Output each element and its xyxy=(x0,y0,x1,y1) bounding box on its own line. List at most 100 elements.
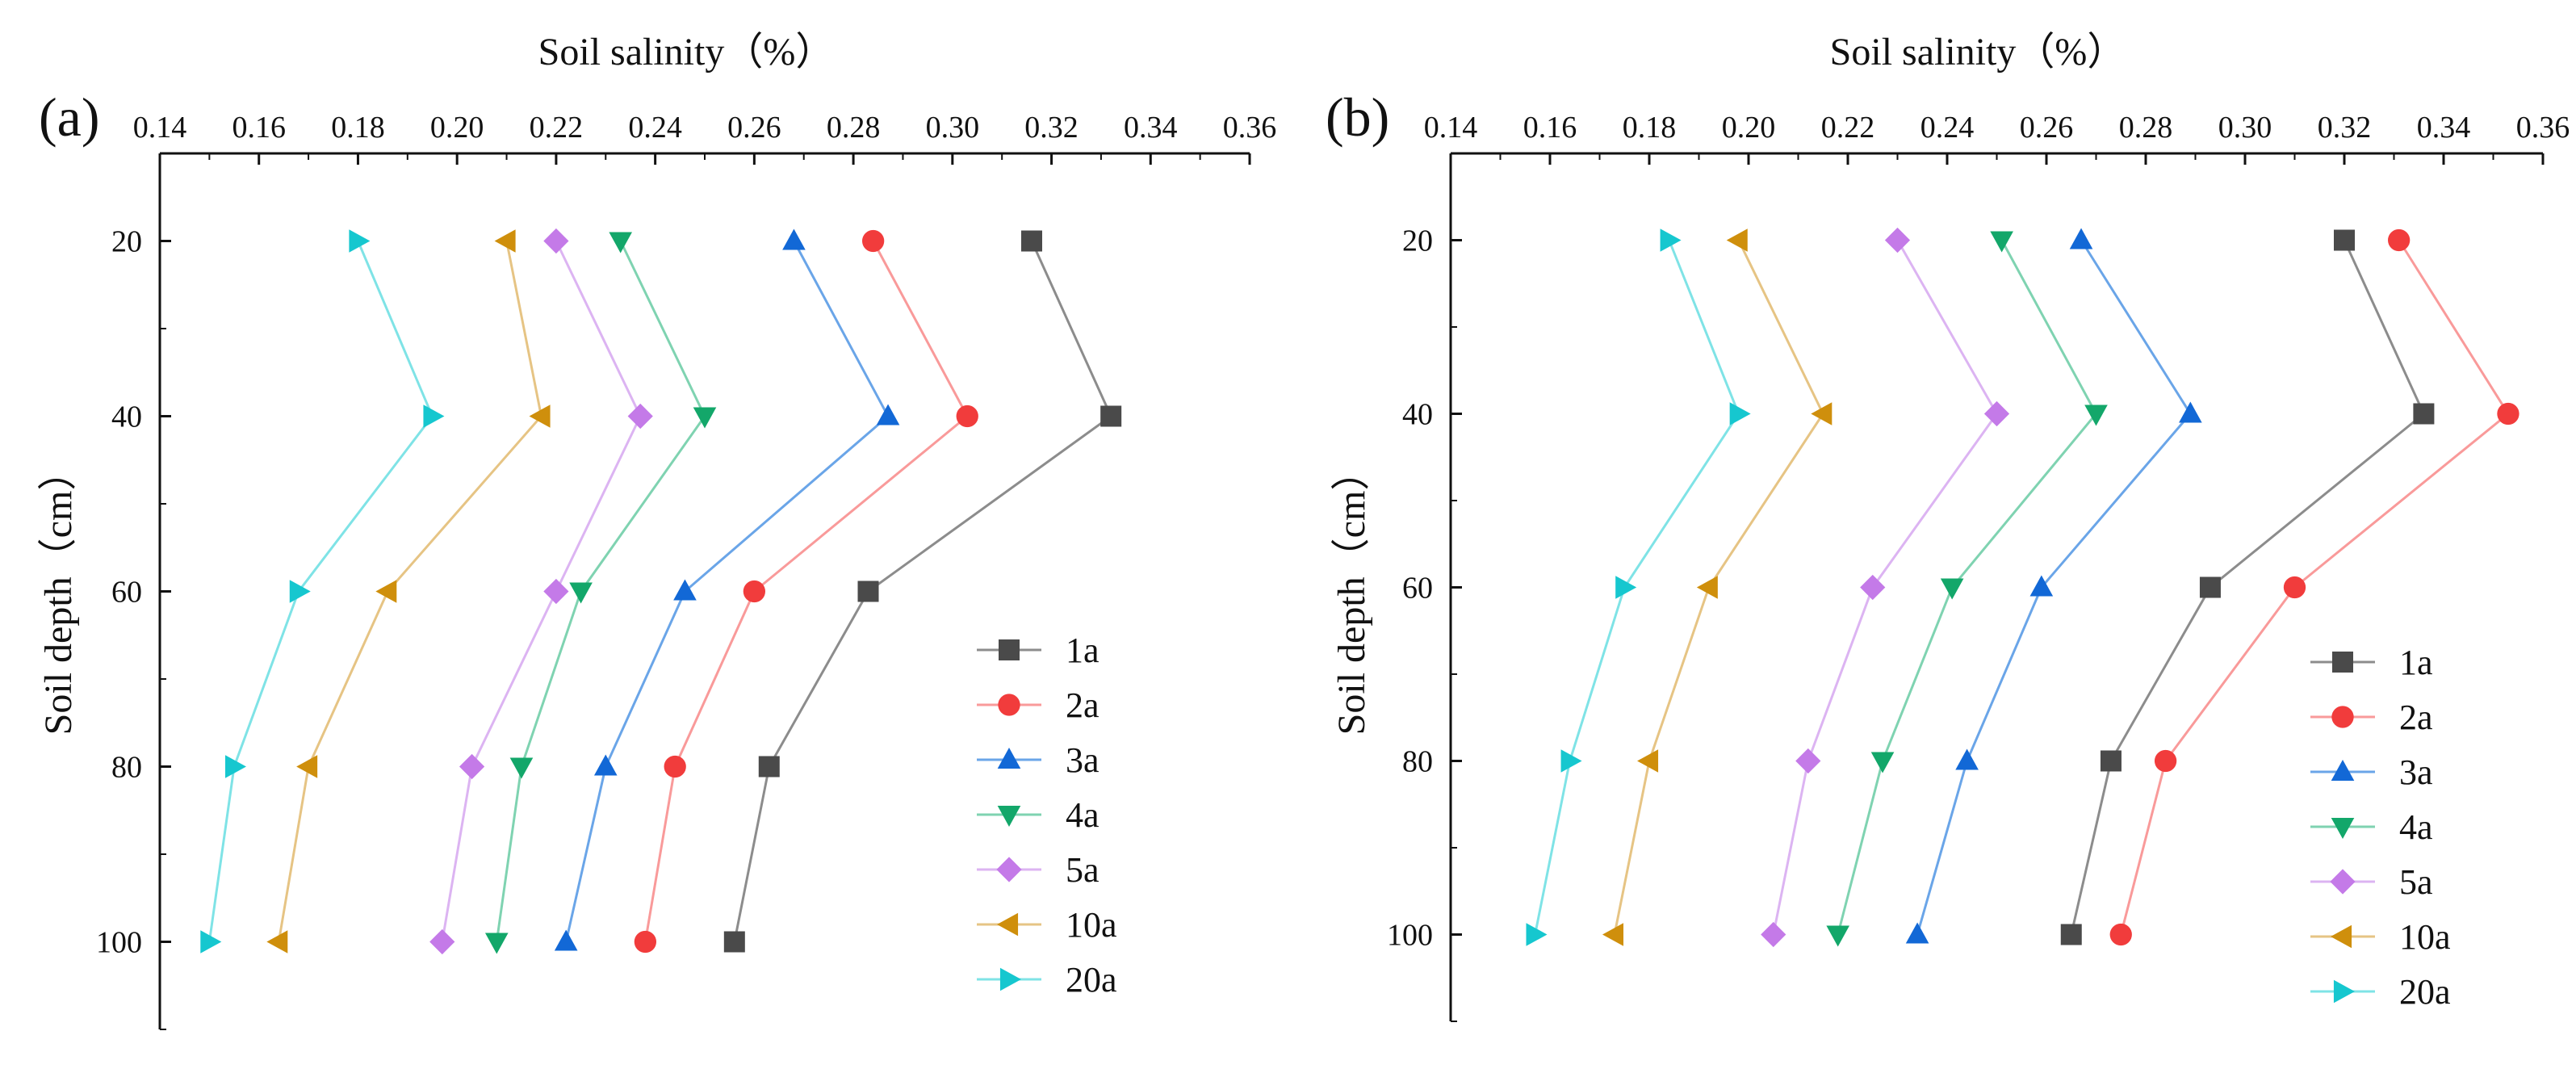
series-line-20a xyxy=(207,240,434,942)
y-tick-label: 100 xyxy=(1387,919,1433,953)
data-point-2a xyxy=(956,404,978,428)
data-point-2a xyxy=(2497,402,2519,425)
panel-label: (b) xyxy=(1326,86,1389,148)
data-point-5a xyxy=(543,228,569,254)
legend-marker-1a xyxy=(999,639,1020,660)
x-tick-label: 0.30 xyxy=(2218,111,2272,145)
series-lines xyxy=(1534,239,2510,935)
legend-label: 20a xyxy=(2399,972,2451,1012)
data-point-4a xyxy=(609,232,632,254)
data-point-4a xyxy=(509,757,534,779)
data-point-10a xyxy=(1602,923,1623,946)
data-point-3a xyxy=(876,404,900,425)
x-tick-label: 0.18 xyxy=(331,111,385,145)
data-point-5a xyxy=(1983,400,2010,427)
data-point-4a xyxy=(2084,404,2108,426)
data-point-3a xyxy=(1955,748,1979,770)
x-tick-label: 0.24 xyxy=(1920,111,1975,145)
series-line-5a xyxy=(441,240,642,942)
series-line-2a xyxy=(2119,239,2510,935)
data-point-1a xyxy=(2199,576,2221,598)
data-points xyxy=(200,228,1122,955)
panel-label: (a) xyxy=(39,86,99,148)
data-point-3a xyxy=(782,228,806,250)
y-tick-label: 60 xyxy=(111,576,142,610)
data-point-2a xyxy=(2109,923,2132,946)
y-tick-label: 40 xyxy=(1402,398,1433,432)
legend-label: 10a xyxy=(2399,917,2451,957)
data-point-4a xyxy=(693,407,717,429)
y-axis-title: Soil depth（cm） xyxy=(37,452,80,736)
data-point-1a xyxy=(1100,405,1122,427)
x-tick-label: 0.28 xyxy=(827,111,881,145)
x-tick-label: 0.14 xyxy=(133,111,187,145)
data-point-20a xyxy=(349,229,371,253)
x-tick-label: 0.20 xyxy=(430,111,484,145)
y-tick-label: 20 xyxy=(1402,224,1433,258)
data-point-3a xyxy=(2069,228,2093,249)
series-line-10a xyxy=(1613,239,1824,935)
x-tick-label: 0.18 xyxy=(1623,111,1677,145)
legend-label: 5a xyxy=(2399,862,2433,902)
legend-label: 20a xyxy=(1066,960,1117,1000)
y-tick-label: 60 xyxy=(1402,572,1433,606)
x-tick-label: 0.26 xyxy=(727,111,781,145)
y-axis-title: Soil depth（cm） xyxy=(1330,452,1373,736)
data-point-3a xyxy=(2179,401,2202,423)
data-point-4a xyxy=(1870,752,1895,773)
legend-marker-10a xyxy=(2331,924,2352,949)
y-tick-label: 80 xyxy=(1402,745,1433,779)
data-point-1a xyxy=(723,931,745,953)
data-point-2a xyxy=(2283,576,2306,599)
legend-label: 2a xyxy=(1066,685,1100,725)
x-tick-label: 0.36 xyxy=(1223,111,1277,145)
axes: 0.14 0.16 0.18 0.20 0.22 0.24 0.26 0.28 0.30 0.32… xyxy=(1387,111,2570,1022)
x-tick-label: 0.36 xyxy=(2516,111,2570,145)
legend-marker-4a xyxy=(2331,817,2355,839)
data-point-10a xyxy=(529,404,551,428)
series-line-1a xyxy=(2070,239,2426,935)
legend-label: 3a xyxy=(2399,752,2433,792)
data-point-5a xyxy=(1795,748,1821,774)
x-tick-label: 0.32 xyxy=(2318,111,2372,145)
series-line-10a xyxy=(277,241,543,942)
data-point-10a xyxy=(296,755,318,778)
series-line-3a xyxy=(564,240,890,942)
data-point-20a xyxy=(289,580,311,603)
data-point-20a xyxy=(1660,228,1682,252)
chart-panel-a: (a) Soil salinity（%） Soil depth（cm） 0.14… xyxy=(37,31,1277,1030)
y-tick-label: 20 xyxy=(111,225,142,259)
x-tick-label: 0.30 xyxy=(926,111,980,145)
x-tick-label: 0.34 xyxy=(1124,111,1178,145)
legend-marker-2a xyxy=(998,694,1020,716)
legend: 1a 2a 3a 4a 5a 10a 20a xyxy=(2310,643,2451,1012)
data-point-3a xyxy=(2029,575,2054,597)
legend-marker-5a xyxy=(2330,869,2356,895)
data-point-10a xyxy=(1726,228,1748,252)
legend-marker-4a xyxy=(997,805,1021,827)
legend-marker-2a xyxy=(2331,706,2354,728)
data-point-4a xyxy=(569,582,593,604)
data-point-1a xyxy=(2334,229,2355,251)
data-point-4a xyxy=(1826,925,1849,947)
x-tick-label: 0.24 xyxy=(628,111,682,145)
x-tick-label: 0.20 xyxy=(1722,111,1776,145)
y-tick-label: 80 xyxy=(111,751,142,785)
legend-marker-20a xyxy=(999,967,1021,991)
data-point-4a xyxy=(1990,231,2013,253)
data-point-2a xyxy=(2154,749,2177,773)
x-tick-label: 0.34 xyxy=(2417,111,2471,145)
data-point-5a xyxy=(459,753,485,780)
data-point-3a xyxy=(1905,922,1929,944)
data-point-2a xyxy=(861,229,885,253)
y-tick-label: 100 xyxy=(96,926,142,960)
legend-label: 3a xyxy=(1066,740,1100,780)
data-point-10a xyxy=(1696,576,1718,599)
x-tick-label: 0.26 xyxy=(2020,111,2074,145)
data-point-10a xyxy=(266,930,288,954)
legend-marker-1a xyxy=(2332,652,2353,673)
data-point-1a xyxy=(758,756,780,778)
x-tick-label: 0.16 xyxy=(1523,111,1577,145)
legend-marker-5a xyxy=(996,857,1022,882)
